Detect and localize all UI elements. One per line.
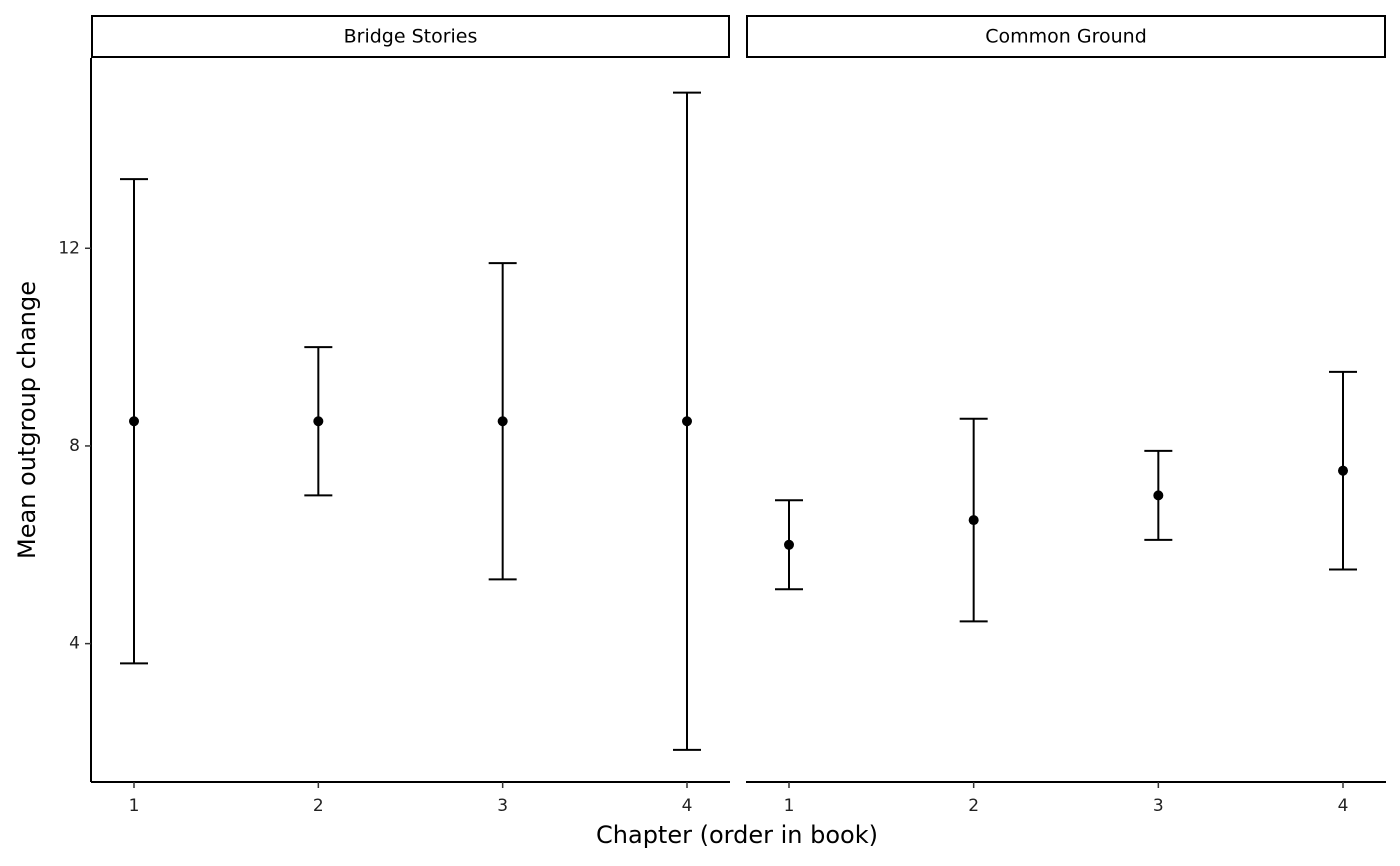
point — [784, 539, 794, 550]
x-tick-label: 1 — [784, 796, 795, 816]
point — [129, 416, 139, 427]
strip — [91, 15, 730, 58]
x-tick-label: 2 — [968, 796, 979, 816]
y-axis-title: Mean outgroup change — [13, 281, 41, 559]
point — [1338, 465, 1348, 476]
strip-label: Bridge Stories — [344, 26, 478, 48]
y-tick-label: 4 — [69, 634, 80, 654]
y-tick-label: 12 — [58, 238, 80, 258]
x-tick-label: 4 — [1338, 796, 1349, 816]
point — [682, 416, 692, 427]
x-axis-title: Chapter (order in book) — [596, 821, 878, 849]
point — [497, 416, 508, 427]
y-tick-label: 8 — [69, 436, 80, 456]
strip — [746, 15, 1386, 58]
strip-label: Common Ground — [985, 26, 1147, 48]
point — [1153, 490, 1164, 501]
point — [968, 515, 979, 526]
x-tick-label: 1 — [129, 796, 140, 816]
x-tick-label: 3 — [497, 796, 508, 816]
x-tick-label: 2 — [313, 796, 324, 816]
x-tick-label: 4 — [682, 796, 693, 816]
x-tick-label: 3 — [1153, 796, 1164, 816]
point — [313, 416, 324, 427]
